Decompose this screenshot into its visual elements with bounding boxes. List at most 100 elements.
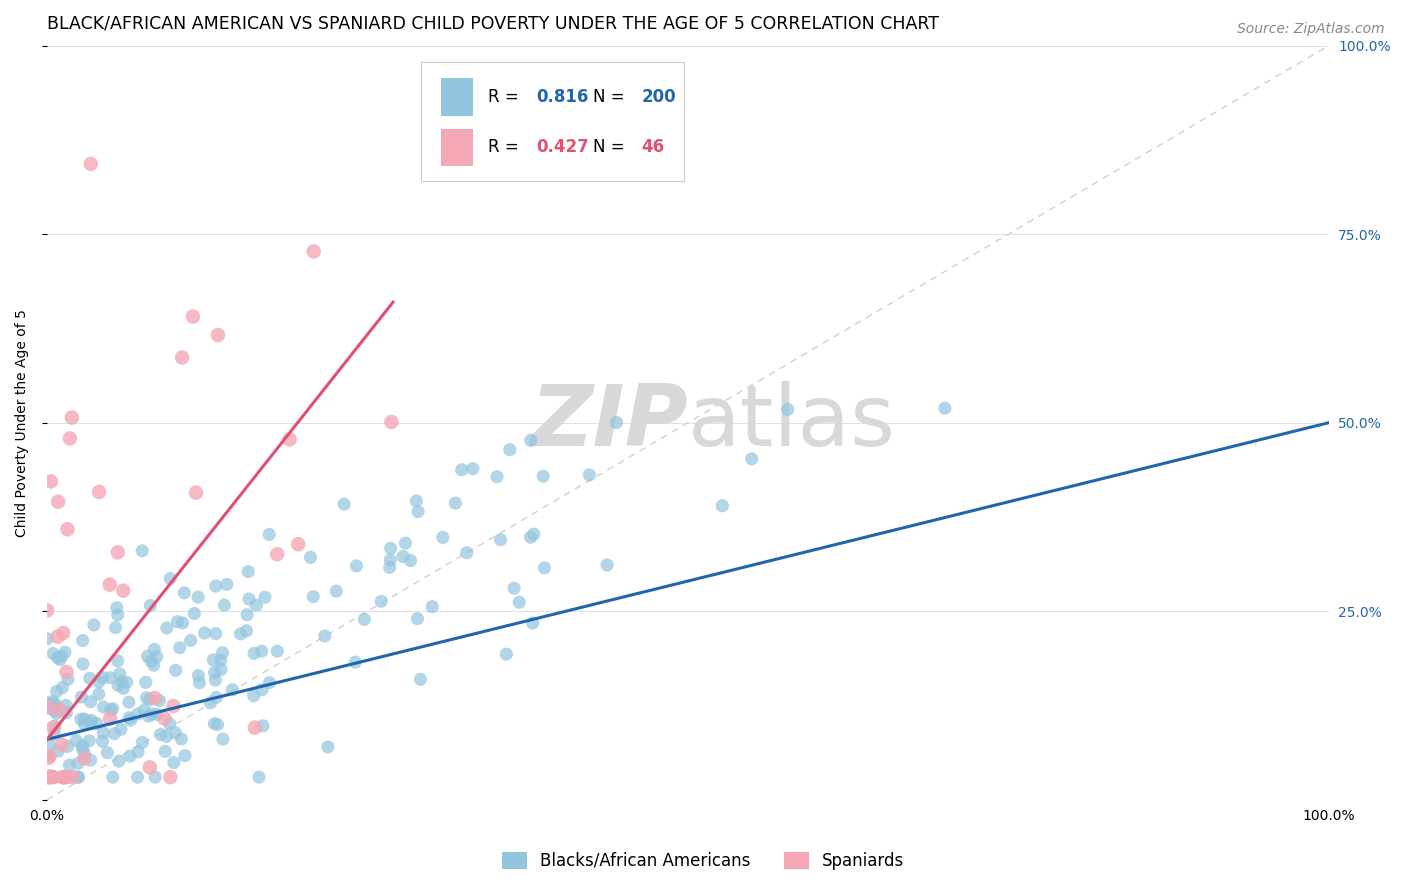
- Point: [108, 754, 131, 768]
- Point: [145, 649, 167, 664]
- Point: [236, 607, 259, 622]
- Point: [67, 770, 90, 784]
- Point: [39, 770, 62, 784]
- Point: [91, 725, 114, 739]
- Point: [56, 673, 79, 687]
- Point: [183, 607, 205, 621]
- Point: [380, 541, 402, 556]
- Point: [38, 770, 60, 784]
- Point: [72, 657, 94, 671]
- Point: [73, 716, 96, 731]
- Point: [432, 530, 454, 544]
- Point: [45, 684, 67, 698]
- Point: [37, 696, 59, 710]
- Point: [42, 721, 65, 735]
- Point: [96, 746, 118, 760]
- Point: [420, 599, 443, 614]
- Point: [202, 716, 225, 731]
- Text: 0.816: 0.816: [537, 88, 589, 106]
- Point: [235, 624, 257, 638]
- Point: [44, 770, 66, 784]
- Point: [148, 693, 170, 707]
- Point: [112, 583, 135, 598]
- Point: [253, 591, 276, 605]
- Point: [333, 497, 356, 511]
- Point: [533, 561, 555, 575]
- Point: [46, 630, 69, 644]
- Point: [136, 649, 159, 664]
- Point: [142, 658, 165, 673]
- Point: [394, 536, 416, 550]
- Point: [101, 770, 124, 784]
- Point: [39, 770, 62, 784]
- Point: [934, 401, 956, 416]
- Point: [299, 550, 322, 565]
- Point: [146, 707, 169, 722]
- Point: [172, 351, 194, 365]
- Point: [37, 632, 59, 646]
- Point: [287, 537, 309, 551]
- Point: [52, 626, 75, 640]
- Point: [87, 484, 110, 499]
- Point: [406, 612, 429, 626]
- Point: [215, 577, 238, 591]
- Point: [180, 633, 202, 648]
- Point: [485, 470, 508, 484]
- Point: [73, 712, 96, 726]
- Point: [37, 770, 59, 784]
- Point: [522, 615, 544, 630]
- Point: [173, 586, 195, 600]
- Point: [42, 770, 65, 784]
- Point: [105, 600, 128, 615]
- Point: [39, 475, 62, 489]
- Point: [56, 770, 79, 784]
- Point: [46, 494, 69, 508]
- Point: [86, 716, 108, 731]
- Point: [44, 727, 66, 741]
- Point: [503, 581, 526, 595]
- Text: Source: ZipAtlas.com: Source: ZipAtlas.com: [1237, 22, 1385, 37]
- Point: [181, 310, 204, 324]
- Point: [250, 644, 273, 658]
- Point: [37, 750, 59, 764]
- Point: [72, 742, 94, 756]
- Text: BLACK/AFRICAN AMERICAN VS SPANIARD CHILD POVERTY UNDER THE AGE OF 5 CORRELATION : BLACK/AFRICAN AMERICAN VS SPANIARD CHILD…: [46, 15, 939, 33]
- Text: N =: N =: [593, 88, 630, 106]
- Point: [112, 681, 135, 696]
- Point: [139, 692, 162, 706]
- Point: [98, 671, 121, 685]
- Point: [174, 748, 197, 763]
- Point: [392, 549, 415, 564]
- Point: [55, 665, 77, 679]
- Point: [37, 700, 59, 714]
- Point: [353, 612, 375, 626]
- Point: [243, 721, 266, 735]
- Point: [302, 590, 325, 604]
- Point: [80, 714, 103, 728]
- Point: [247, 770, 270, 784]
- Point: [135, 690, 157, 705]
- Point: [207, 717, 229, 731]
- Point: [135, 675, 157, 690]
- Point: [51, 738, 73, 752]
- Point: [104, 621, 127, 635]
- Point: [72, 739, 94, 753]
- Point: [79, 715, 101, 730]
- Point: [51, 649, 73, 664]
- Point: [204, 626, 226, 640]
- Point: [42, 770, 65, 784]
- Point: [91, 734, 114, 748]
- Point: [79, 695, 101, 709]
- Point: [38, 739, 60, 753]
- Point: [238, 565, 260, 579]
- Point: [461, 461, 484, 475]
- Text: N =: N =: [593, 138, 630, 156]
- Point: [170, 732, 193, 747]
- Point: [38, 701, 60, 715]
- Point: [37, 603, 59, 617]
- Point: [100, 703, 122, 717]
- Point: [60, 410, 83, 425]
- Point: [163, 756, 186, 770]
- Point: [406, 505, 429, 519]
- Point: [202, 653, 225, 667]
